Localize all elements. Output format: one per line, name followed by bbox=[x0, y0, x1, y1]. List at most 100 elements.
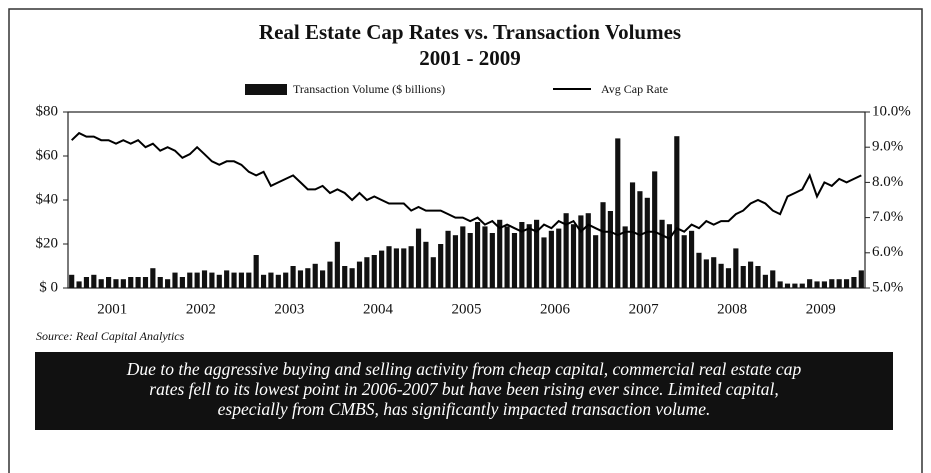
legend-label: Avg Cap Rate bbox=[601, 82, 668, 96]
bar bbox=[600, 202, 606, 288]
x-tick-label: 2007 bbox=[629, 301, 660, 317]
bar bbox=[548, 230, 554, 288]
bar bbox=[474, 222, 481, 288]
bar bbox=[438, 244, 444, 288]
x-tick-label: 2004 bbox=[363, 301, 394, 317]
y2-tick-label: 9.0% bbox=[872, 139, 903, 155]
bar bbox=[268, 272, 274, 288]
bar bbox=[113, 279, 119, 288]
bar bbox=[179, 277, 185, 288]
bar bbox=[393, 248, 399, 288]
bar bbox=[821, 281, 827, 288]
bar bbox=[563, 213, 569, 288]
y-tick-label: $80 bbox=[36, 103, 59, 119]
bar bbox=[349, 268, 355, 288]
y-tick-label: $20 bbox=[36, 235, 59, 251]
bar bbox=[467, 233, 473, 288]
chart-subtitle: 2001 - 2009 bbox=[419, 46, 521, 70]
bar bbox=[165, 279, 171, 288]
bar bbox=[201, 270, 208, 288]
x-tick-label: 2005 bbox=[452, 301, 482, 317]
bar bbox=[777, 281, 783, 288]
bar bbox=[556, 228, 562, 288]
caption-line: especially from CMBS, has significantly … bbox=[218, 399, 711, 419]
bar bbox=[748, 261, 754, 288]
bar bbox=[106, 277, 112, 288]
bar bbox=[607, 211, 613, 288]
bar bbox=[652, 171, 658, 288]
bar bbox=[187, 272, 193, 288]
bar bbox=[386, 246, 392, 288]
bar bbox=[423, 241, 429, 288]
bar bbox=[674, 136, 680, 288]
bar bbox=[120, 279, 126, 288]
bar bbox=[260, 274, 267, 288]
source: Source: Real Capital Analytics bbox=[36, 329, 185, 343]
chart-title: Real Estate Cap Rates vs. Transaction Vo… bbox=[259, 20, 681, 44]
bar bbox=[851, 277, 857, 288]
bar bbox=[83, 277, 90, 288]
bar bbox=[408, 246, 414, 288]
bar bbox=[98, 279, 104, 288]
bar bbox=[91, 274, 97, 288]
bar bbox=[224, 270, 230, 288]
bar bbox=[142, 277, 149, 288]
bar bbox=[128, 277, 134, 288]
y2-tick-label: 6.0% bbox=[872, 244, 903, 260]
bar bbox=[519, 222, 525, 288]
bar bbox=[725, 268, 732, 288]
bar bbox=[209, 272, 215, 288]
bar bbox=[76, 281, 82, 288]
x-tick-label: 2009 bbox=[806, 301, 836, 317]
bar bbox=[836, 279, 842, 288]
bar bbox=[696, 252, 702, 288]
bar bbox=[231, 272, 237, 288]
legend-swatch bbox=[245, 84, 287, 95]
bar bbox=[807, 279, 813, 288]
y-tick-label: $40 bbox=[36, 191, 59, 207]
bar bbox=[401, 248, 407, 288]
x-tick-label: 2006 bbox=[540, 301, 571, 317]
bar bbox=[593, 235, 599, 288]
bar bbox=[843, 279, 850, 288]
y-tick-label: $60 bbox=[36, 147, 59, 163]
bar bbox=[829, 279, 835, 288]
bar bbox=[703, 259, 709, 288]
bar bbox=[194, 272, 200, 288]
bar bbox=[792, 283, 798, 288]
bar bbox=[452, 235, 459, 288]
bar bbox=[334, 241, 340, 288]
bar bbox=[379, 250, 385, 288]
bar bbox=[482, 226, 488, 288]
bar bbox=[644, 197, 650, 288]
bar bbox=[246, 272, 252, 288]
bar bbox=[504, 226, 510, 288]
bar bbox=[297, 270, 304, 288]
bar bbox=[762, 274, 768, 288]
bar bbox=[755, 266, 761, 288]
caption-line: rates fell to its lowest point in 2006-2… bbox=[149, 379, 778, 399]
bar bbox=[430, 257, 436, 288]
bar bbox=[312, 263, 318, 288]
bar bbox=[659, 219, 665, 288]
bar bbox=[135, 277, 141, 288]
y-tick-label: $ 0 bbox=[39, 279, 58, 295]
bar bbox=[534, 219, 540, 288]
bar bbox=[541, 237, 547, 288]
bar bbox=[290, 266, 296, 288]
bar bbox=[415, 228, 422, 288]
bar bbox=[342, 266, 348, 288]
bar bbox=[799, 283, 805, 288]
bar bbox=[157, 277, 163, 288]
y2-tick-label: 8.0% bbox=[872, 174, 903, 190]
bar bbox=[637, 191, 643, 288]
bar bbox=[283, 272, 289, 288]
bar bbox=[445, 230, 451, 288]
bar bbox=[711, 257, 717, 288]
bar bbox=[666, 224, 673, 288]
bar bbox=[497, 219, 503, 288]
bar bbox=[570, 224, 577, 288]
bar bbox=[253, 255, 259, 288]
x-tick-label: 2008 bbox=[717, 301, 747, 317]
y2-tick-label: 10.0% bbox=[872, 103, 911, 119]
